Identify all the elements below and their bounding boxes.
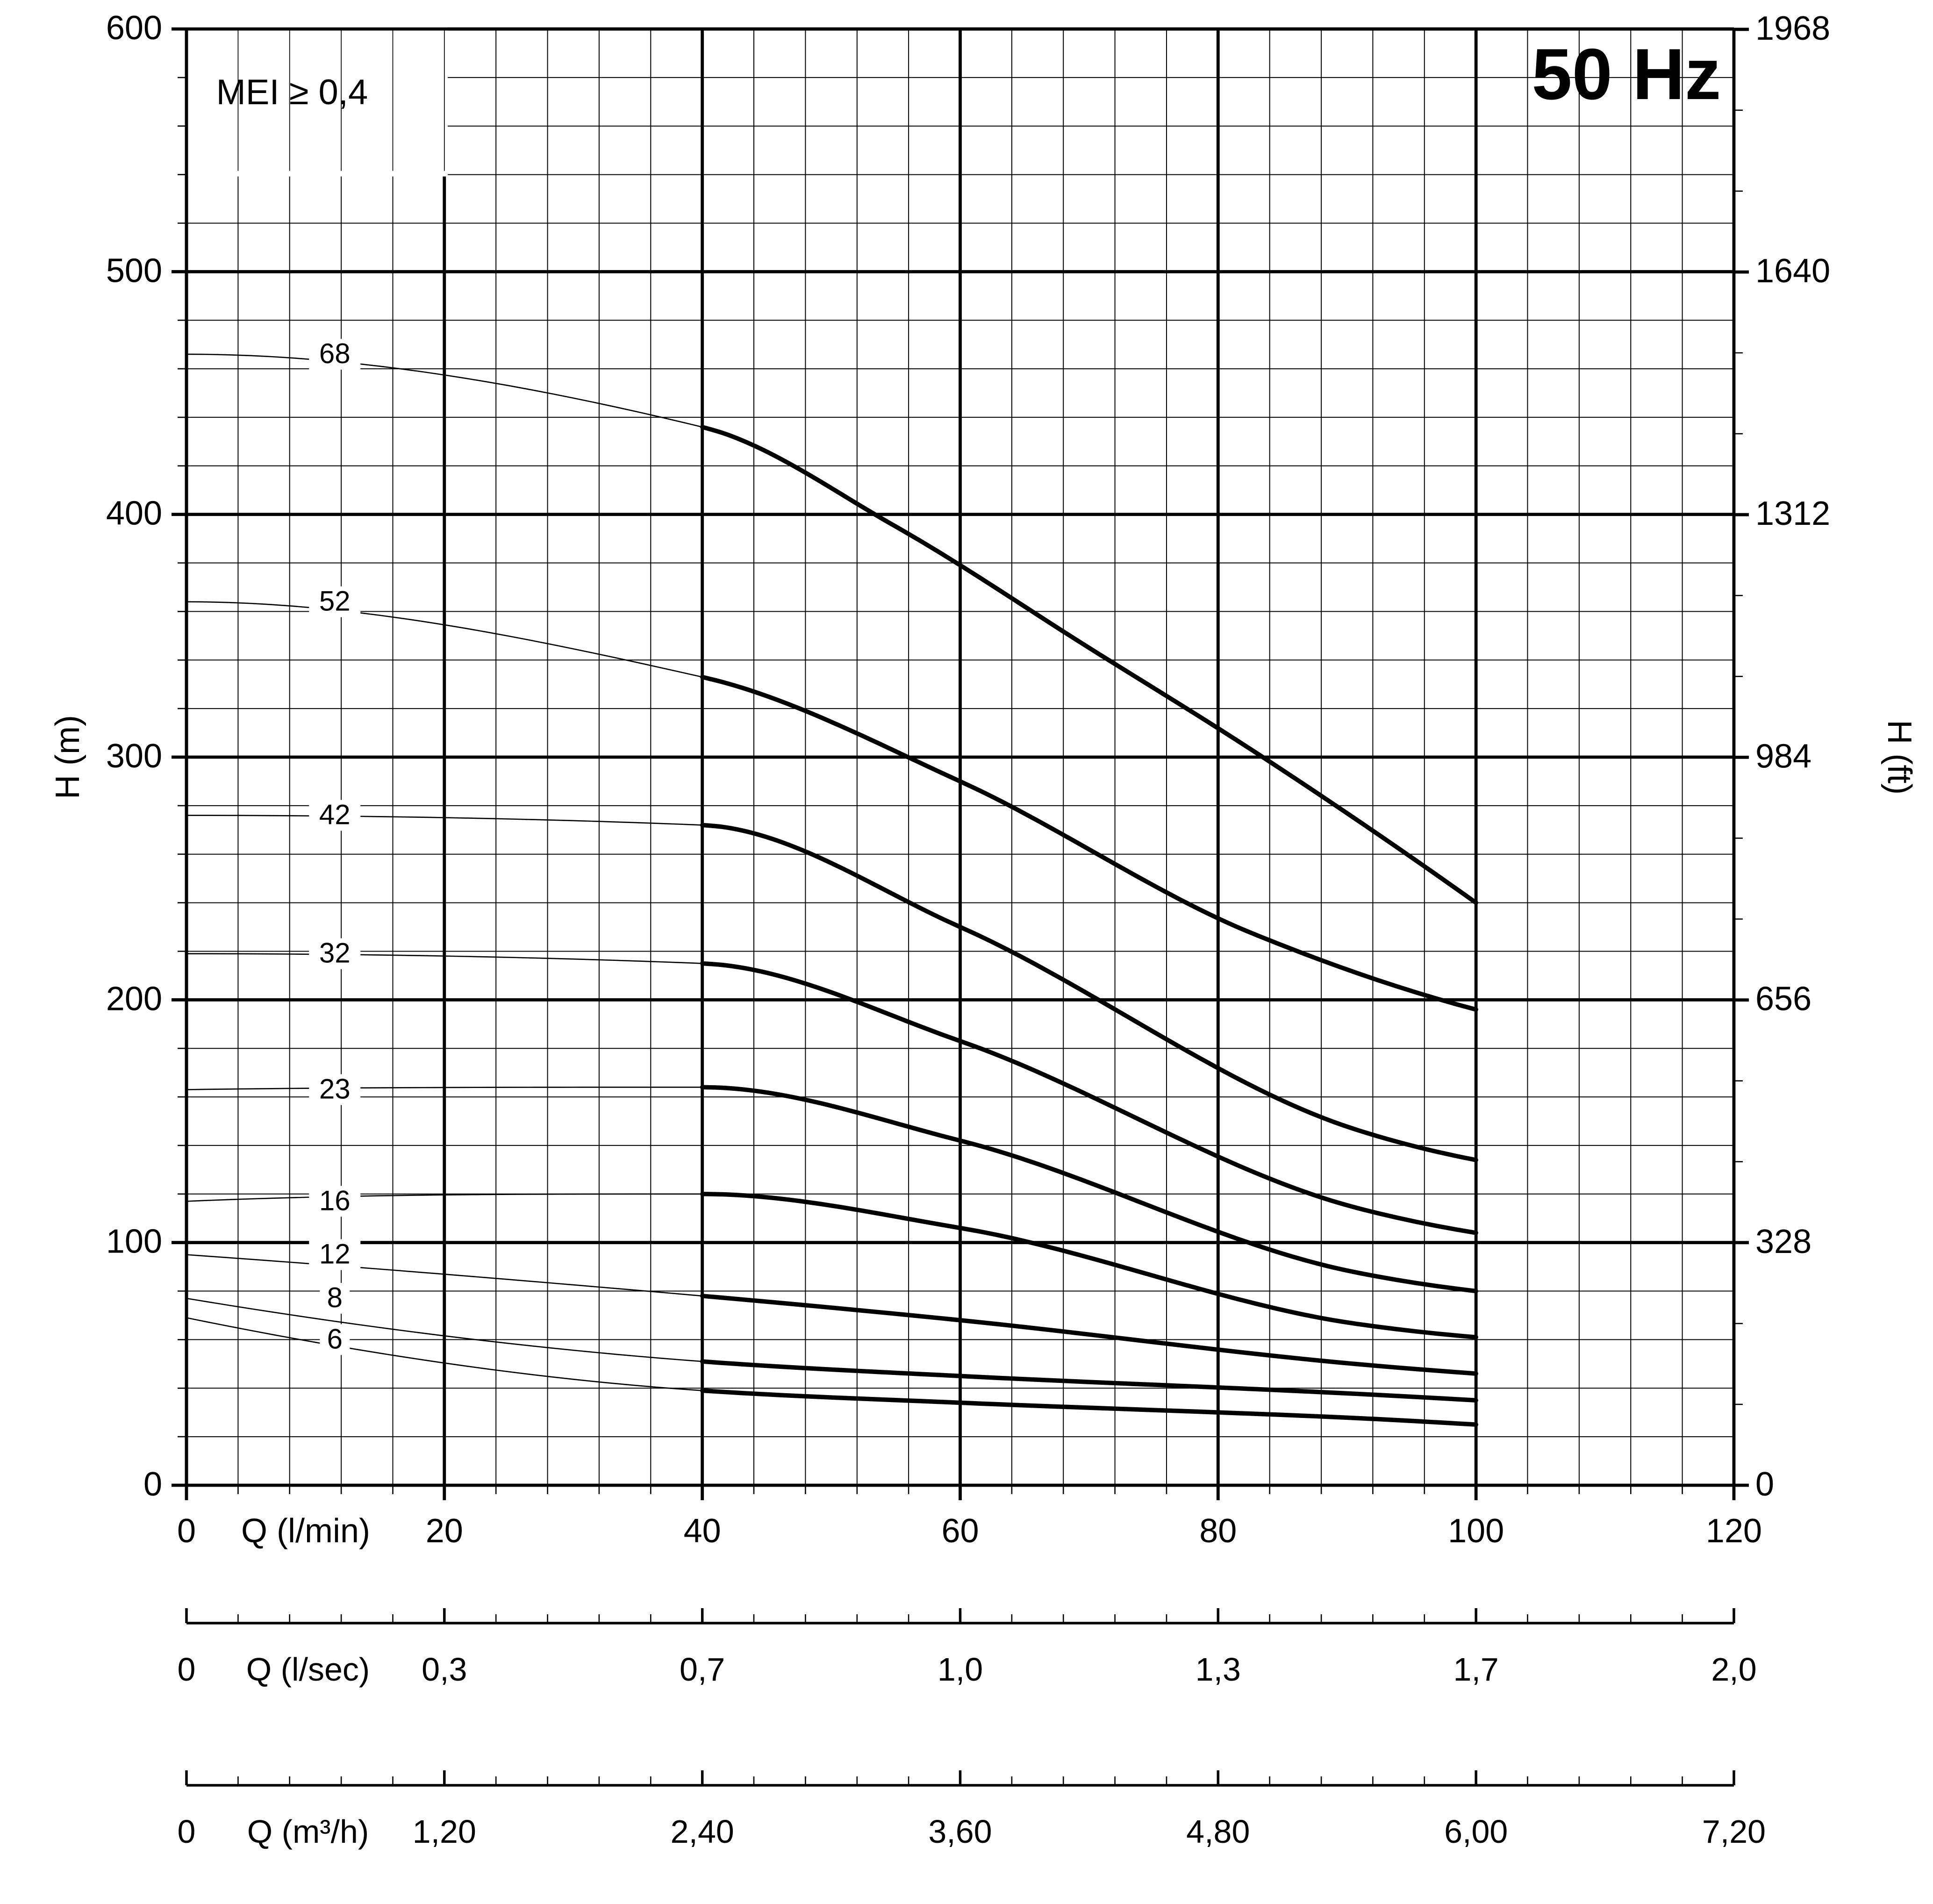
svg-text:40: 40 [684, 1512, 721, 1550]
svg-text:300: 300 [106, 737, 162, 775]
svg-text:656: 656 [1755, 981, 1811, 1018]
svg-text:52: 52 [319, 586, 351, 617]
svg-text:120: 120 [1706, 1512, 1762, 1550]
svg-text:60: 60 [941, 1512, 979, 1550]
svg-text:984: 984 [1755, 737, 1811, 775]
svg-text:200: 200 [106, 980, 162, 1017]
svg-text:1312: 1312 [1755, 495, 1830, 532]
svg-text:32: 32 [319, 938, 351, 969]
svg-text:H (m): H (m) [49, 715, 86, 799]
svg-text:80: 80 [1199, 1512, 1237, 1550]
svg-text:6,00: 6,00 [1444, 1813, 1508, 1850]
svg-text:1,7: 1,7 [1453, 1651, 1499, 1688]
svg-text:12: 12 [319, 1238, 351, 1270]
svg-text:42: 42 [319, 799, 351, 830]
svg-text:1,20: 1,20 [413, 1813, 476, 1850]
svg-text:400: 400 [106, 495, 162, 532]
svg-text:1968: 1968 [1755, 10, 1830, 47]
svg-text:1,0: 1,0 [938, 1651, 983, 1688]
svg-text:Q (l/min): Q (l/min) [241, 1512, 370, 1550]
svg-text:H (ft): H (ft) [1881, 720, 1918, 795]
svg-text:0: 0 [178, 1651, 196, 1688]
svg-text:20: 20 [426, 1512, 463, 1550]
svg-text:68: 68 [319, 338, 351, 369]
svg-text:3,60: 3,60 [928, 1813, 992, 1850]
svg-text:4,80: 4,80 [1186, 1813, 1250, 1850]
svg-text:1640: 1640 [1755, 252, 1830, 290]
svg-text:MEI ≥ 0,4: MEI ≥ 0,4 [216, 72, 368, 112]
svg-text:0: 0 [177, 1512, 196, 1550]
svg-text:100: 100 [106, 1223, 162, 1260]
svg-text:2,40: 2,40 [671, 1813, 734, 1850]
svg-text:6: 6 [327, 1323, 343, 1354]
svg-text:0: 0 [1755, 1466, 1774, 1503]
svg-text:2,0: 2,0 [1711, 1651, 1756, 1688]
svg-text:Q (m³/h): Q (m³/h) [247, 1813, 369, 1850]
svg-text:23: 23 [319, 1074, 351, 1105]
svg-text:600: 600 [106, 9, 162, 47]
svg-text:0: 0 [143, 1466, 162, 1503]
svg-text:0,3: 0,3 [422, 1651, 467, 1688]
svg-text:0: 0 [178, 1813, 196, 1850]
svg-text:7,20: 7,20 [1702, 1813, 1766, 1850]
svg-text:328: 328 [1755, 1223, 1811, 1260]
svg-text:0,7: 0,7 [680, 1651, 725, 1688]
svg-text:1,3: 1,3 [1196, 1651, 1241, 1688]
svg-text:50 Hz: 50 Hz [1532, 34, 1721, 115]
svg-text:100: 100 [1448, 1512, 1504, 1550]
svg-text:8: 8 [327, 1282, 343, 1313]
svg-text:16: 16 [319, 1185, 351, 1216]
svg-text:500: 500 [106, 252, 162, 289]
svg-text:Q (l/sec): Q (l/sec) [246, 1651, 370, 1688]
